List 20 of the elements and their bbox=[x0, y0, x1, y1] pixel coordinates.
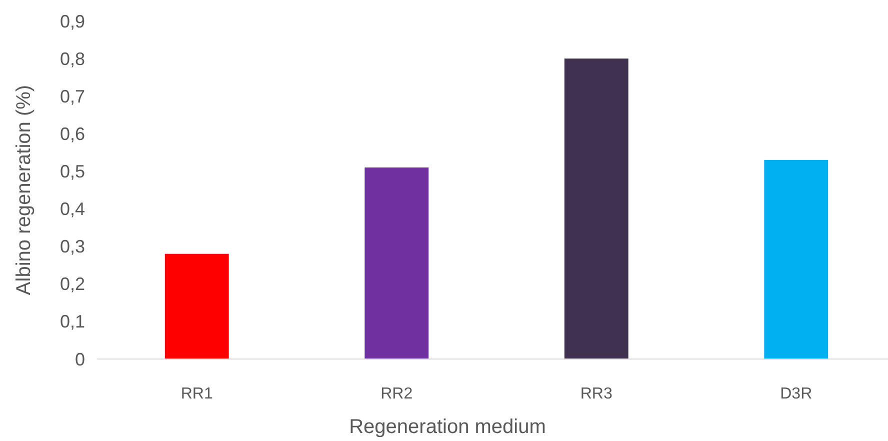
x-tick-label: D3R bbox=[780, 386, 812, 403]
y-tick-label: 0,9 bbox=[60, 11, 85, 32]
y-tick-label: 0,4 bbox=[60, 199, 85, 220]
bar bbox=[764, 160, 828, 359]
x-tick-label: RR1 bbox=[180, 386, 213, 403]
y-axis-title: Albino regeneration (%) bbox=[13, 84, 35, 296]
x-axis-title: Regeneration medium bbox=[349, 416, 546, 438]
y-tick-label: 0,2 bbox=[60, 274, 85, 294]
y-tick-label: 0,1 bbox=[60, 312, 85, 332]
y-tick-label: 0,8 bbox=[60, 48, 85, 69]
x-tick-label: RR2 bbox=[380, 386, 413, 403]
y-tick-label: 0,7 bbox=[60, 86, 85, 106]
x-tick-label: RR3 bbox=[580, 386, 612, 403]
y-tick-label: 0,3 bbox=[60, 236, 85, 257]
y-tick-label: 0,5 bbox=[60, 162, 85, 182]
y-tick-label: 0,6 bbox=[60, 124, 85, 144]
bar bbox=[364, 167, 429, 359]
y-tick-label: 0 bbox=[74, 349, 85, 370]
bar bbox=[164, 254, 229, 359]
bar bbox=[564, 58, 628, 359]
